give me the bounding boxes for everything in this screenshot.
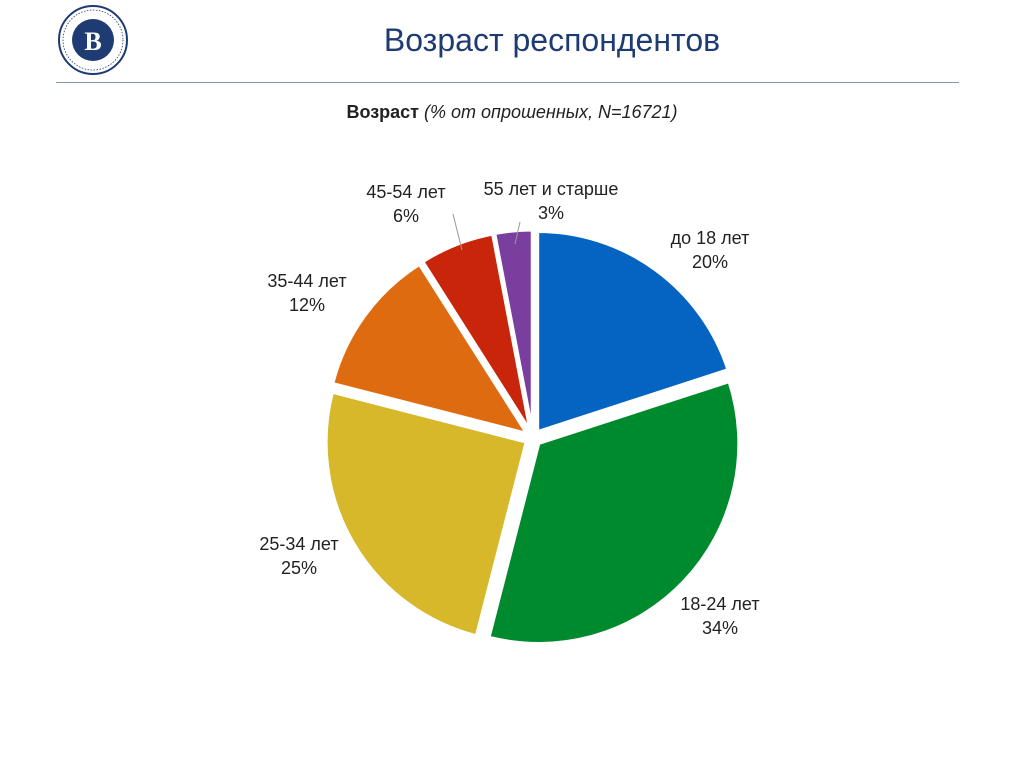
pie-slice <box>324 390 528 638</box>
label-leader-line <box>452 213 463 251</box>
hse-university-seal-icon: B <box>58 5 128 75</box>
title-divider <box>56 82 959 83</box>
slice-value-label: 3% <box>538 203 564 223</box>
slice-value-label: 12% <box>289 295 325 315</box>
slice-value-label: 34% <box>702 618 738 638</box>
chart-heading-bold: Возраст <box>346 102 419 122</box>
svg-text:B: B <box>84 27 101 56</box>
pie-slice <box>330 262 530 436</box>
slice-category-label: до 18 лет <box>671 228 750 248</box>
slice-value-label: 6% <box>393 206 419 226</box>
chart-heading-italic: (% от опрошенных, N=16721) <box>424 102 678 122</box>
slice-category-label: 35-44 лет <box>267 271 346 291</box>
pie-slice <box>536 230 730 434</box>
slice-category-label: 45-54 лет <box>366 182 445 202</box>
slice-value-label: 25% <box>281 558 317 578</box>
pie-slice <box>493 228 534 431</box>
pie-slice <box>487 379 741 645</box>
slice-category-label: 18-24 лет <box>680 594 759 614</box>
chart-heading: Возраст (% от опрошенных, N=16721) <box>0 102 1024 123</box>
page-title: Возраст респондентов <box>383 22 721 58</box>
slice-value-label: 20% <box>692 252 728 272</box>
slice-category-label: 25-34 лет <box>259 534 338 554</box>
label-leader-line <box>514 221 521 245</box>
pie-slice <box>420 232 532 432</box>
slice-category-label: 55 лет и старше <box>484 179 619 199</box>
